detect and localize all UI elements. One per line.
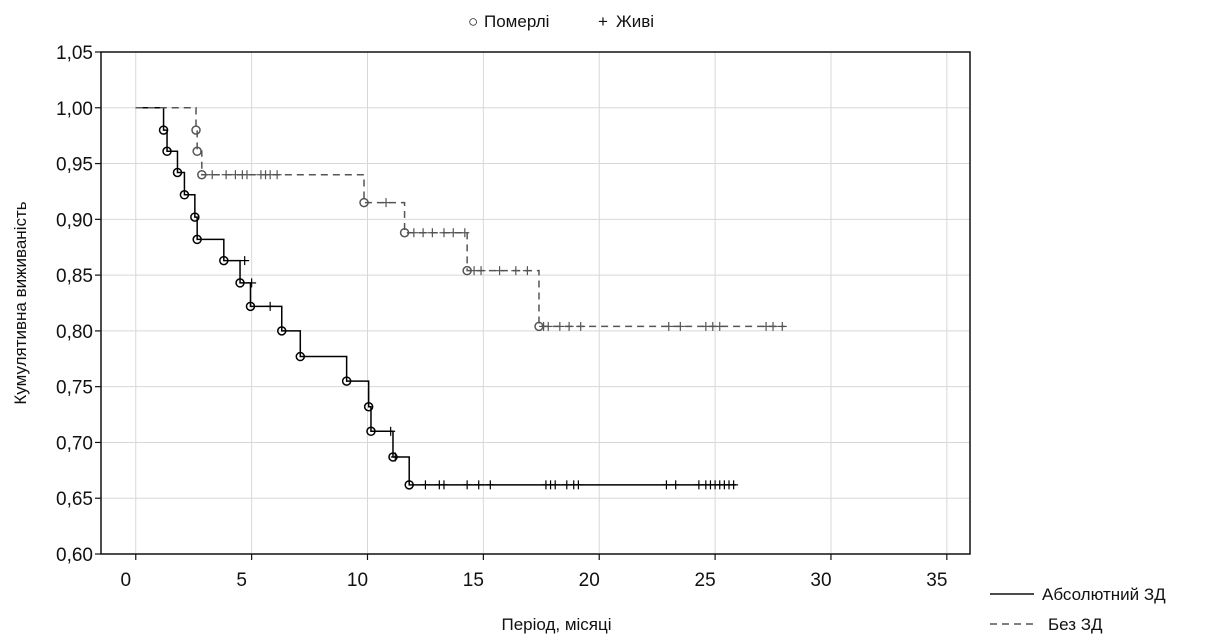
event-marker [399,227,410,238]
censor-marker [420,480,430,490]
x-axis-title: Період, місяці [501,615,611,634]
censor-marker [240,256,250,266]
censor-marker [439,228,449,238]
line-legend: Абсолютний ЗД Без ЗД [990,585,1166,634]
x-tick-label: 0 [120,570,131,591]
event-marker [190,212,200,222]
censor-marker [265,301,275,311]
x-tick-label: 5 [236,570,247,591]
x-tick-label: 25 [695,570,716,591]
censor-marker [768,321,778,331]
solid-legend-label: Абсолютний ЗД [1042,585,1166,604]
plot-frame [100,51,971,555]
event-marker [363,401,374,412]
censor-marker [576,321,586,331]
alive-legend-label: Живі [616,12,654,31]
event-marker [192,146,202,157]
censor-marker [409,228,419,238]
y-tick-label: 0,65 [56,489,93,510]
event-marker [235,278,245,288]
died-legend-symbol: ○ [468,12,478,31]
censor-marker [460,228,470,238]
censor-marker [439,480,449,490]
y-tick-label: 0,70 [56,433,93,454]
censor-marker [675,321,685,331]
y-tick-label: 1,00 [56,99,93,120]
censor-marker [390,452,400,462]
censor-marker [664,321,674,331]
alive-legend-symbol: + [598,12,608,31]
event-marker [366,426,376,437]
censor-marker [715,321,725,331]
censor-marker [555,321,565,331]
censor-marker [381,198,391,208]
censor-marker [474,480,484,490]
censor-marker [564,321,574,331]
y-tick-label: 0,95 [56,155,93,176]
y-axis-title: Кумулятивна виживаність [11,201,30,404]
event-marker [197,169,207,180]
series-layer [135,107,787,490]
censor-marker [386,426,396,436]
y-tick-label: 1,05 [56,43,93,64]
censor-marker [207,170,217,180]
series-step-line-1 [135,107,785,328]
censor-marker [476,266,486,276]
marker-legend: ○ Померлі + Живі [468,12,654,31]
event-marker [179,190,190,200]
censor-marker [777,321,787,331]
dashed-legend-label: Без ЗД [1048,615,1103,634]
censor-marker [495,266,505,276]
event-marker [192,234,202,245]
censor-marker [573,480,583,490]
censor-marker [729,480,739,490]
censor-marker [221,170,231,180]
censor-marker [242,170,252,180]
y-tick-label: 0,75 [56,378,93,399]
censor-marker [247,278,257,288]
censor-marker [427,228,437,238]
event-marker [172,167,183,178]
x-tick-label: 30 [810,570,831,591]
event-marker [341,376,352,386]
event-marker [191,125,201,135]
event-marker [359,197,369,208]
censor-marker [550,480,560,490]
censor-marker [543,321,553,331]
censor-marker [671,480,681,490]
censor-marker [522,266,532,276]
x-tick-label: 15 [463,570,484,591]
died-legend-label: Померлі [484,12,549,31]
y-tick-label: 0,85 [56,266,93,287]
event-marker [158,125,169,135]
event-marker [219,255,229,266]
censor-marker [448,228,458,238]
censor-marker [511,266,521,276]
tick-labels: 0 5 10 15 20 25 30 35 0,60 0,65 0,70 0,75 0,80 0,85 0,… [56,43,947,591]
y-tick-label: 0,60 [56,545,93,566]
censor-marker [485,480,495,490]
censor-marker [661,480,671,490]
event-marker [277,326,287,336]
censor-marker [462,480,472,490]
y-tick-label: 0,80 [56,322,93,343]
event-marker [295,351,306,362]
x-tick-label: 20 [579,570,600,591]
x-tick-label: 10 [347,570,368,591]
event-marker [404,480,414,490]
grid-lines [95,51,970,560]
series-step-line-0 [135,107,736,486]
censor-marker [418,228,428,238]
event-marker [162,146,172,157]
event-marker [245,301,256,312]
x-tick-label: 35 [926,570,947,591]
y-tick-label: 0,90 [56,210,93,231]
censor-marker [272,170,282,180]
